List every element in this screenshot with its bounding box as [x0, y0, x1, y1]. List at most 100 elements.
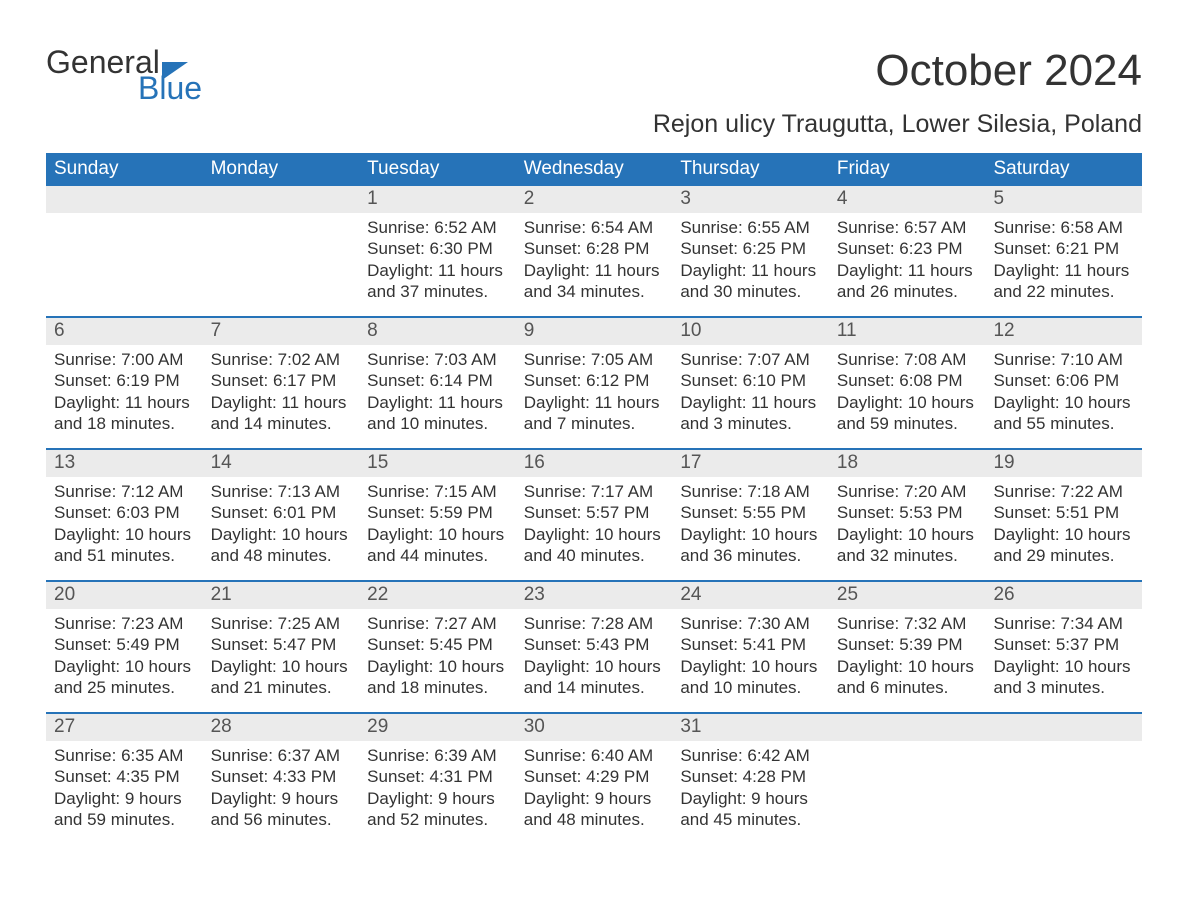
daylight-line: Daylight: 11 hours and 22 minutes.: [993, 260, 1134, 303]
daylight-line: Daylight: 9 hours and 59 minutes.: [54, 788, 195, 831]
day-number: 12: [985, 318, 1142, 345]
day-data: Sunrise: 6:42 AMSunset: 4:28 PMDaylight:…: [672, 741, 829, 834]
day-data: Sunrise: 7:17 AMSunset: 5:57 PMDaylight:…: [516, 477, 673, 570]
sunrise-line: Sunrise: 7:10 AM: [993, 349, 1134, 370]
daylight-line: Daylight: 10 hours and 55 minutes.: [993, 392, 1134, 435]
daylight-line: Daylight: 10 hours and 32 minutes.: [837, 524, 978, 567]
sunrise-line: Sunrise: 6:52 AM: [367, 217, 508, 238]
sunrise-line: Sunrise: 7:15 AM: [367, 481, 508, 502]
calendar-cell: 6Sunrise: 7:00 AMSunset: 6:19 PMDaylight…: [46, 318, 203, 448]
sunrise-line: Sunrise: 7:08 AM: [837, 349, 978, 370]
daylight-line: Daylight: 11 hours and 34 minutes.: [524, 260, 665, 303]
calendar-cell: 15Sunrise: 7:15 AMSunset: 5:59 PMDayligh…: [359, 450, 516, 580]
daylight-line: Daylight: 11 hours and 30 minutes.: [680, 260, 821, 303]
daylight-line: Daylight: 10 hours and 29 minutes.: [993, 524, 1134, 567]
calendar-cell: 14Sunrise: 7:13 AMSunset: 6:01 PMDayligh…: [203, 450, 360, 580]
sunrise-line: Sunrise: 6:42 AM: [680, 745, 821, 766]
sunrise-line: Sunrise: 7:02 AM: [211, 349, 352, 370]
dayhead-monday: Monday: [203, 153, 360, 186]
sunrise-line: Sunrise: 6:57 AM: [837, 217, 978, 238]
sunrise-line: Sunrise: 7:28 AM: [524, 613, 665, 634]
day-data: Sunrise: 7:15 AMSunset: 5:59 PMDaylight:…: [359, 477, 516, 570]
sunrise-line: Sunrise: 7:18 AM: [680, 481, 821, 502]
calendar-cell: 4Sunrise: 6:57 AMSunset: 6:23 PMDaylight…: [829, 186, 986, 316]
daylight-line: Daylight: 11 hours and 26 minutes.: [837, 260, 978, 303]
day-number: 29: [359, 714, 516, 741]
sunrise-line: Sunrise: 7:25 AM: [211, 613, 352, 634]
day-number: 28: [203, 714, 360, 741]
day-number: 8: [359, 318, 516, 345]
calendar-cell: 31Sunrise: 6:42 AMSunset: 4:28 PMDayligh…: [672, 714, 829, 844]
day-data: Sunrise: 7:28 AMSunset: 5:43 PMDaylight:…: [516, 609, 673, 702]
sunrise-line: Sunrise: 6:35 AM: [54, 745, 195, 766]
sunset-line: Sunset: 4:31 PM: [367, 766, 508, 787]
day-number: 17: [672, 450, 829, 477]
day-data: Sunrise: 6:39 AMSunset: 4:31 PMDaylight:…: [359, 741, 516, 834]
calendar-week: 27Sunrise: 6:35 AMSunset: 4:35 PMDayligh…: [46, 712, 1142, 844]
sunset-line: Sunset: 4:35 PM: [54, 766, 195, 787]
sunrise-line: Sunrise: 6:58 AM: [993, 217, 1134, 238]
day-number: [829, 714, 986, 741]
daylight-line: Daylight: 10 hours and 36 minutes.: [680, 524, 821, 567]
day-number: 3: [672, 186, 829, 213]
sunrise-line: Sunrise: 6:55 AM: [680, 217, 821, 238]
day-number: 20: [46, 582, 203, 609]
day-data: Sunrise: 7:07 AMSunset: 6:10 PMDaylight:…: [672, 345, 829, 438]
day-number: 4: [829, 186, 986, 213]
sunrise-line: Sunrise: 6:54 AM: [524, 217, 665, 238]
day-data: Sunrise: 7:12 AMSunset: 6:03 PMDaylight:…: [46, 477, 203, 570]
calendar-week: 20Sunrise: 7:23 AMSunset: 5:49 PMDayligh…: [46, 580, 1142, 712]
sunset-line: Sunset: 6:30 PM: [367, 238, 508, 259]
day-number: 19: [985, 450, 1142, 477]
day-number: 21: [203, 582, 360, 609]
sunrise-line: Sunrise: 7:22 AM: [993, 481, 1134, 502]
calendar-cell: 8Sunrise: 7:03 AMSunset: 6:14 PMDaylight…: [359, 318, 516, 448]
daylight-line: Daylight: 10 hours and 40 minutes.: [524, 524, 665, 567]
sunset-line: Sunset: 4:28 PM: [680, 766, 821, 787]
dayhead-thursday: Thursday: [672, 153, 829, 186]
sunset-line: Sunset: 6:06 PM: [993, 370, 1134, 391]
sunrise-line: Sunrise: 6:40 AM: [524, 745, 665, 766]
calendar-cell: 20Sunrise: 7:23 AMSunset: 5:49 PMDayligh…: [46, 582, 203, 712]
calendar-cell: 25Sunrise: 7:32 AMSunset: 5:39 PMDayligh…: [829, 582, 986, 712]
day-data: Sunrise: 6:35 AMSunset: 4:35 PMDaylight:…: [46, 741, 203, 834]
daylight-line: Daylight: 10 hours and 21 minutes.: [211, 656, 352, 699]
daylight-line: Daylight: 11 hours and 3 minutes.: [680, 392, 821, 435]
sunset-line: Sunset: 5:43 PM: [524, 634, 665, 655]
day-data: Sunrise: 7:08 AMSunset: 6:08 PMDaylight:…: [829, 345, 986, 438]
daylight-line: Daylight: 11 hours and 37 minutes.: [367, 260, 508, 303]
calendar-cell: 26Sunrise: 7:34 AMSunset: 5:37 PMDayligh…: [985, 582, 1142, 712]
day-number: 31: [672, 714, 829, 741]
day-number: 15: [359, 450, 516, 477]
calendar-cell: 29Sunrise: 6:39 AMSunset: 4:31 PMDayligh…: [359, 714, 516, 844]
daylight-line: Daylight: 10 hours and 51 minutes.: [54, 524, 195, 567]
sunset-line: Sunset: 5:39 PM: [837, 634, 978, 655]
day-data: Sunrise: 7:27 AMSunset: 5:45 PMDaylight:…: [359, 609, 516, 702]
calendar-cell: 13Sunrise: 7:12 AMSunset: 6:03 PMDayligh…: [46, 450, 203, 580]
sunrise-line: Sunrise: 7:30 AM: [680, 613, 821, 634]
day-number: 10: [672, 318, 829, 345]
calendar-cell: 28Sunrise: 6:37 AMSunset: 4:33 PMDayligh…: [203, 714, 360, 844]
day-number: 2: [516, 186, 673, 213]
daylight-line: Daylight: 11 hours and 10 minutes.: [367, 392, 508, 435]
sunrise-line: Sunrise: 7:07 AM: [680, 349, 821, 370]
sunset-line: Sunset: 6:17 PM: [211, 370, 352, 391]
day-data: Sunrise: 7:05 AMSunset: 6:12 PMDaylight:…: [516, 345, 673, 438]
location-subtitle: Rejon ulicy Traugutta, Lower Silesia, Po…: [46, 110, 1142, 139]
sunset-line: Sunset: 5:41 PM: [680, 634, 821, 655]
calendar-cell: 7Sunrise: 7:02 AMSunset: 6:17 PMDaylight…: [203, 318, 360, 448]
day-number: 23: [516, 582, 673, 609]
weeks-container: 1Sunrise: 6:52 AMSunset: 6:30 PMDaylight…: [46, 186, 1142, 844]
sunset-line: Sunset: 6:03 PM: [54, 502, 195, 523]
daylight-line: Daylight: 10 hours and 18 minutes.: [367, 656, 508, 699]
day-data: Sunrise: 7:34 AMSunset: 5:37 PMDaylight:…: [985, 609, 1142, 702]
dayhead-sunday: Sunday: [46, 153, 203, 186]
sunset-line: Sunset: 5:51 PM: [993, 502, 1134, 523]
calendar-cell: 27Sunrise: 6:35 AMSunset: 4:35 PMDayligh…: [46, 714, 203, 844]
calendar-week: 1Sunrise: 6:52 AMSunset: 6:30 PMDaylight…: [46, 186, 1142, 316]
calendar-cell: 23Sunrise: 7:28 AMSunset: 5:43 PMDayligh…: [516, 582, 673, 712]
sunset-line: Sunset: 5:37 PM: [993, 634, 1134, 655]
daylight-line: Daylight: 10 hours and 14 minutes.: [524, 656, 665, 699]
calendar-cell: 19 Sunrise: 7:22 AMSunset: 5:51 PMDayligh…: [985, 450, 1142, 580]
day-number: 9: [516, 318, 673, 345]
